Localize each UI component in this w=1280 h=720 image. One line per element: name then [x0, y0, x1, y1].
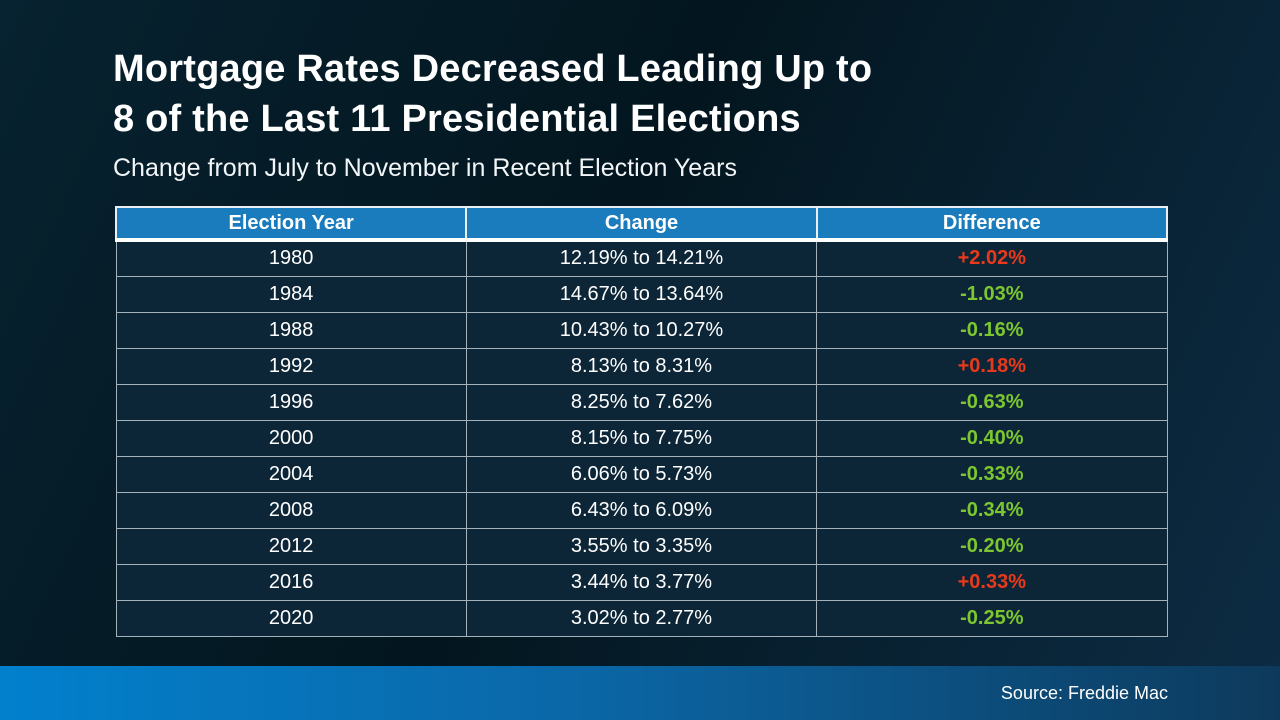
change-cell: 3.55% to 3.35% — [465, 527, 818, 565]
page-subtitle: Change from July to November in Recent E… — [113, 154, 737, 182]
year-cell: 1988 — [115, 311, 467, 349]
table-row: 2000 8.15% to 7.75% -0.40% — [115, 419, 1168, 457]
year-cell: 2000 — [115, 419, 467, 457]
page-title-line1: Mortgage Rates Decreased Leading Up to — [113, 48, 873, 90]
year-cell: 2016 — [115, 563, 467, 601]
table-row: 1996 8.25% to 7.62% -0.63% — [115, 383, 1168, 421]
change-cell: 3.44% to 3.77% — [465, 563, 818, 601]
change-cell: 12.19% to 14.21% — [465, 239, 818, 277]
column-header-difference: Difference — [815, 206, 1169, 242]
difference-cell: +0.33% — [816, 563, 1168, 601]
difference-cell: -0.33% — [816, 455, 1168, 493]
table-header: Election Year Change Difference — [114, 206, 1169, 242]
difference-cell: -1.03% — [816, 275, 1168, 313]
year-cell: 2004 — [115, 455, 467, 493]
change-cell: 6.06% to 5.73% — [465, 455, 818, 493]
year-cell: 1992 — [115, 347, 467, 385]
page-title: Mortgage Rates Decreased Leading Up to 8… — [113, 44, 872, 144]
table-row: 2004 6.06% to 5.73% -0.33% — [115, 455, 1168, 493]
table-row: 2020 3.02% to 2.77% -0.25% — [115, 599, 1168, 637]
year-cell: 2012 — [115, 527, 467, 565]
difference-cell: -0.63% — [816, 383, 1168, 421]
difference-cell: -0.40% — [816, 419, 1168, 457]
source-attribution: Source: Freddie Mac — [1000, 682, 1168, 703]
difference-cell: -0.16% — [816, 311, 1168, 349]
year-cell: 1984 — [115, 275, 467, 313]
change-cell: 6.43% to 6.09% — [465, 491, 818, 529]
table-row: 1980 12.19% to 14.21% +2.02% — [115, 239, 1168, 277]
column-header-election-year: Election Year — [114, 206, 468, 242]
year-cell: 2008 — [115, 491, 467, 529]
page-title-line2: 8 of the Last 11 Presidential Elections — [113, 98, 801, 140]
table-row: 1984 14.67% to 13.64% -1.03% — [115, 275, 1168, 313]
table-row: 2012 3.55% to 3.35% -0.20% — [115, 527, 1168, 565]
table-row: 2016 3.44% to 3.77% +0.33% — [115, 563, 1168, 601]
table-row: 1988 10.43% to 10.27% -0.16% — [115, 311, 1168, 349]
change-cell: 14.67% to 13.64% — [465, 275, 818, 313]
change-cell: 8.25% to 7.62% — [465, 383, 818, 421]
table-body: 1980 12.19% to 14.21% +2.02% 1984 14.67% to … — [115, 239, 1168, 637]
difference-cell: -0.25% — [816, 599, 1168, 637]
difference-cell: -0.34% — [816, 491, 1168, 529]
year-cell: 2020 — [115, 599, 467, 637]
table-row: 1992 8.13% to 8.31% +0.18% — [115, 347, 1168, 385]
difference-cell: +0.18% — [816, 347, 1168, 385]
table-header-row: Election Year Change Difference — [114, 206, 1169, 242]
change-cell: 10.43% to 10.27% — [465, 311, 818, 349]
mortgage-rates-table: Election Year Change Difference 1980 12.1… — [114, 206, 1169, 637]
change-cell: 8.13% to 8.31% — [465, 347, 818, 385]
title-block: Mortgage Rates Decreased Leading Up to 8… — [113, 44, 872, 185]
difference-cell: +2.02% — [816, 239, 1168, 277]
bottom-bar: Source: Freddie Mac — [0, 666, 1280, 720]
year-cell: 1996 — [115, 383, 467, 421]
table-row: 2008 6.43% to 6.09% -0.34% — [115, 491, 1168, 529]
difference-cell: -0.20% — [816, 527, 1168, 565]
change-cell: 8.15% to 7.75% — [465, 419, 818, 457]
change-cell: 3.02% to 2.77% — [465, 599, 818, 637]
year-cell: 1980 — [115, 239, 467, 277]
column-header-change: Change — [465, 206, 818, 242]
